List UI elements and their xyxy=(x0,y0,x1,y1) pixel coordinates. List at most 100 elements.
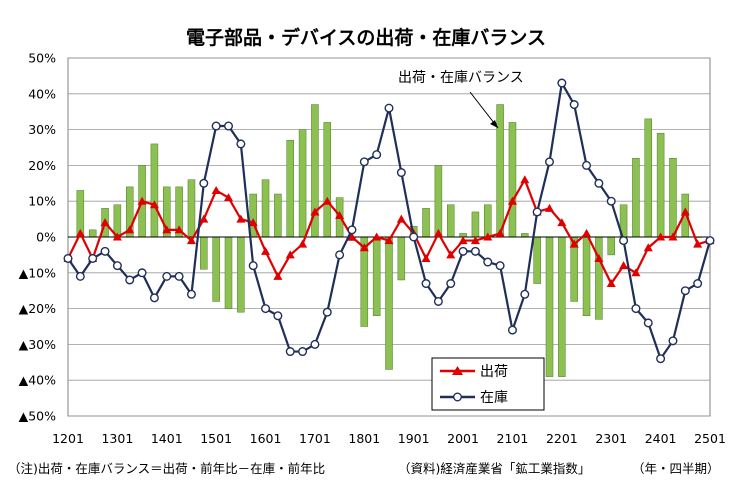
inventory-point xyxy=(186,289,196,299)
inventory-point xyxy=(446,279,456,289)
y-axis: 50% 40% 30% 20% 10% 0% ▲10% ▲20% ▲30% ▲40% ▲50% xyxy=(19,51,57,424)
shipment-point xyxy=(446,250,456,259)
y-tick-label: 20% xyxy=(28,158,56,173)
shipment-point xyxy=(186,236,196,245)
inventory-point xyxy=(619,236,629,246)
inventory-point xyxy=(75,271,85,281)
x-tick-label: 2101 xyxy=(497,431,529,446)
y-tick-label: 10% xyxy=(28,194,56,209)
bar xyxy=(200,236,208,270)
inventory-point xyxy=(384,103,394,113)
inventory-point xyxy=(174,271,184,281)
bar xyxy=(298,129,307,238)
inventory-point xyxy=(693,279,703,289)
x-tick-label: 1501 xyxy=(200,431,232,446)
inventory-point xyxy=(680,286,690,296)
shipment-point xyxy=(248,218,258,227)
bar xyxy=(286,140,294,238)
shipment-point xyxy=(347,232,357,241)
y-tick-label: ▲30% xyxy=(19,337,57,352)
legend-box xyxy=(431,357,545,411)
shipment-point xyxy=(100,218,110,227)
inventory-point xyxy=(557,78,567,88)
shipment-point xyxy=(483,232,493,241)
shipment-point xyxy=(211,185,221,194)
bar xyxy=(372,236,381,317)
bar xyxy=(607,236,615,256)
inventory-point xyxy=(347,225,357,235)
bar xyxy=(558,236,566,377)
inventory-point xyxy=(569,100,579,110)
shipment-point xyxy=(557,218,567,227)
inventory-point xyxy=(63,253,73,263)
inventory-point xyxy=(149,293,159,303)
shipment-point xyxy=(372,232,382,241)
x-axis: 1201 1301 1401 1501 1601 1701 1801 1901 2001 2101… xyxy=(52,431,726,446)
y-tick-label: 0% xyxy=(36,230,56,245)
bar xyxy=(261,179,270,238)
inventory-point xyxy=(322,307,332,317)
inventory-point xyxy=(236,139,246,149)
shipment-point xyxy=(693,239,703,248)
bar xyxy=(237,236,245,313)
inventory-point xyxy=(261,304,271,314)
inventory-point xyxy=(643,318,653,328)
shipment-point xyxy=(545,203,554,212)
inventory-point xyxy=(285,347,295,357)
shipment-point xyxy=(470,236,480,245)
x-tick-label: 2301 xyxy=(595,431,627,446)
x-tick-label: 1901 xyxy=(398,431,430,446)
shipment-point xyxy=(619,261,629,270)
x-tick-label: 1701 xyxy=(299,431,331,446)
inventory-point xyxy=(507,325,517,335)
bar xyxy=(644,118,653,238)
footnote: （注)出荷・在庫バランス＝出荷・前年比－在庫・前年比 xyxy=(8,461,325,476)
bar xyxy=(274,193,282,238)
inventory-point xyxy=(396,168,406,178)
x-tick-label: 1601 xyxy=(250,431,282,446)
shipment-point xyxy=(458,236,468,245)
inventory-point xyxy=(88,253,98,263)
line-series xyxy=(63,78,715,364)
bar xyxy=(323,122,332,238)
bar xyxy=(187,179,196,238)
shipment-point xyxy=(606,279,616,288)
shipment-point xyxy=(656,232,666,241)
legend-marker-shipment xyxy=(452,366,463,375)
inventory-point xyxy=(359,157,369,167)
bar xyxy=(496,104,504,238)
inventory-point xyxy=(594,178,604,188)
period-note: （年・四半期） xyxy=(632,461,720,476)
x-tick-label: 1401 xyxy=(151,431,183,446)
inventory-point xyxy=(606,196,616,206)
y-tick-label: 50% xyxy=(28,51,56,66)
legend: 出荷 在庫 xyxy=(431,357,545,411)
shipment-point xyxy=(298,239,308,248)
shipment-point xyxy=(224,193,233,202)
shipment-point xyxy=(396,214,406,223)
y-tick-label: ▲10% xyxy=(19,265,57,280)
bar xyxy=(656,132,665,238)
inventory-point xyxy=(433,296,443,306)
shipment-point xyxy=(359,243,369,252)
inventory-point xyxy=(298,347,308,357)
bar xyxy=(150,143,159,238)
shipment-point xyxy=(125,225,135,234)
shipment-point xyxy=(199,214,209,223)
legend-label-inventory: 在庫 xyxy=(480,389,508,406)
inventory-point xyxy=(100,246,110,256)
inventory-point xyxy=(483,257,493,267)
bar xyxy=(385,236,393,370)
shipment-point xyxy=(680,207,690,216)
x-tick-label: 2501 xyxy=(694,431,726,446)
inventory-point xyxy=(582,160,592,170)
inventory-point xyxy=(372,150,382,160)
shipment-point xyxy=(569,239,579,248)
bar xyxy=(113,204,122,238)
inventory-point xyxy=(335,250,345,260)
shipment-point xyxy=(631,268,641,277)
shipment-point xyxy=(236,214,246,223)
bar xyxy=(595,236,603,320)
bar xyxy=(484,204,492,238)
